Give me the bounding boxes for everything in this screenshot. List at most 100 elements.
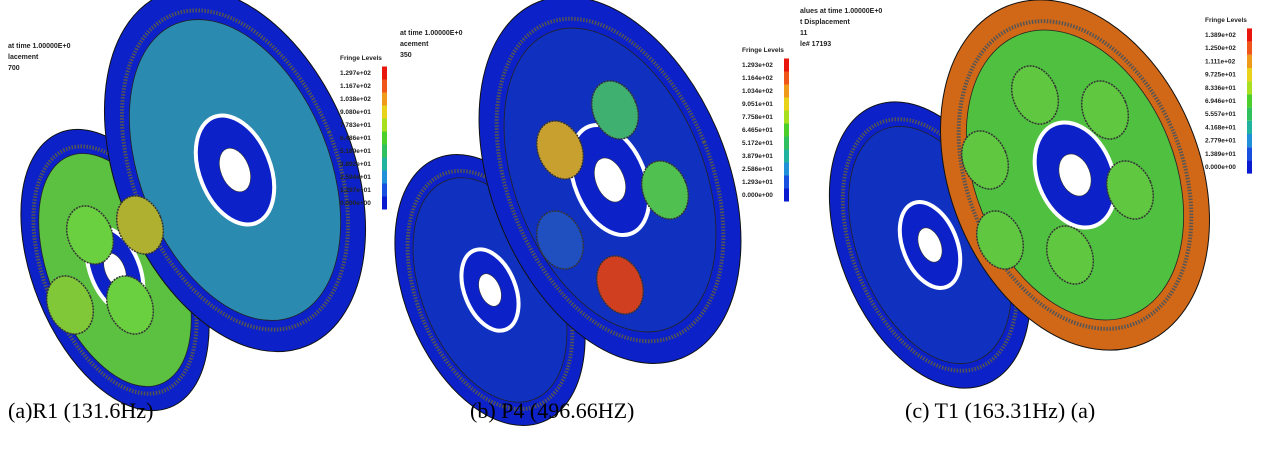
legend-swatch <box>1247 147 1252 161</box>
header-text: le# 17193 <box>800 41 831 48</box>
legend-value: 5.172e+01 <box>742 140 773 147</box>
legend-swatch <box>382 66 387 80</box>
planet-gear <box>975 210 1025 270</box>
legend-swatch <box>784 136 789 150</box>
planet-gear <box>535 120 585 180</box>
legend-value: 1.389e+02 <box>1205 32 1236 39</box>
planet-gear <box>960 130 1010 190</box>
legend-swatch <box>382 157 387 171</box>
legend-swatch <box>1247 94 1252 108</box>
header-text: 700 <box>8 65 20 72</box>
legend-swatch <box>784 123 789 137</box>
legend-value: 1.297e+01 <box>340 187 371 194</box>
hub <box>593 157 627 203</box>
legend-swatch <box>1247 41 1252 55</box>
planet-gear <box>1080 80 1130 140</box>
legend-title: Fringe Levels <box>1205 17 1247 24</box>
gear-teeth <box>956 19 1194 331</box>
planet-gear <box>1010 65 1060 125</box>
legend-swatch <box>1247 120 1252 134</box>
legend-title: Fringe Levels <box>742 47 784 54</box>
legend-value: 0.000e+00 <box>742 192 773 199</box>
header-text: lacement <box>8 54 39 61</box>
legend-swatch <box>1247 81 1252 95</box>
legend-value: 9.725e+01 <box>1205 72 1236 79</box>
header-text: 350 <box>400 52 412 59</box>
legend-value: 5.557e+01 <box>1205 111 1236 118</box>
planet-gear <box>115 195 165 255</box>
legend-value: 0.000e+00 <box>340 200 371 207</box>
header-text: 11 <box>800 30 808 37</box>
legend-swatch <box>382 183 387 197</box>
legend-title: Fringe Levels <box>340 55 382 62</box>
legend-swatch <box>382 170 387 184</box>
legend-value: 3.892e+01 <box>340 161 371 168</box>
legend-swatch <box>784 71 789 85</box>
caption: (c) T1 (163.31Hz) (a) <box>905 398 1095 423</box>
planet-gear <box>45 275 95 335</box>
legend-value: 1.164e+02 <box>742 75 773 82</box>
legend-value: 7.783e+01 <box>340 122 371 129</box>
planet-gear <box>1045 225 1095 285</box>
simulation-image <box>394 0 742 426</box>
legend-value: 9.051e+01 <box>742 101 773 108</box>
planet-gear <box>590 80 640 140</box>
legend-swatch <box>382 105 387 119</box>
legend-swatch <box>382 79 387 93</box>
legend-swatch <box>382 118 387 132</box>
caption: (a)R1 (131.6Hz) <box>8 398 153 423</box>
legend-swatch <box>784 188 789 202</box>
legend-swatch <box>382 92 387 106</box>
legend-swatch <box>382 131 387 145</box>
header-text: at time 1.00000E+0 <box>8 43 71 50</box>
hub <box>219 147 251 193</box>
legend-value: 5.189e+01 <box>340 148 371 155</box>
simulation-image <box>20 0 367 412</box>
legend-value: 2.594e+01 <box>340 174 371 181</box>
gear-teeth <box>119 8 351 332</box>
legend-value: 1.293e+02 <box>742 62 773 69</box>
planet-gear <box>535 210 585 270</box>
simulation-image <box>828 0 1210 389</box>
legend-swatch <box>784 84 789 98</box>
legend-swatch <box>1247 68 1252 82</box>
planet-gear <box>640 160 690 220</box>
legend-swatch <box>784 175 789 189</box>
legend-swatch <box>1247 160 1252 174</box>
hub <box>478 273 502 307</box>
hub <box>1058 153 1092 197</box>
legend-value: 1.111e+02 <box>1205 58 1236 65</box>
legend-value: 4.168e+01 <box>1205 124 1236 131</box>
planet-gear <box>65 205 115 265</box>
legend-swatch <box>382 144 387 158</box>
legend-value: 2.779e+01 <box>1205 138 1236 145</box>
legend-swatch <box>1247 134 1252 148</box>
legend-swatch <box>784 110 789 124</box>
legend-value: 6.465e+01 <box>742 127 773 134</box>
legend-swatch <box>784 162 789 176</box>
legend-value: 6.946e+01 <box>1205 98 1236 105</box>
header-text: alues at time 1.00000E+0 <box>800 8 882 15</box>
legend-value: 1.297e+02 <box>340 70 371 77</box>
legend-swatch <box>784 97 789 111</box>
legend-value: 1.250e+02 <box>1205 45 1236 52</box>
legend-value: 3.879e+01 <box>742 153 773 160</box>
legend-value: 1.167e+02 <box>340 83 371 90</box>
legend-swatch <box>382 196 387 210</box>
legend-swatch <box>784 149 789 163</box>
caption: (b) P4 (496.66HZ) <box>470 398 634 423</box>
legend-value: 0.000e+00 <box>1205 164 1236 171</box>
legend-swatch <box>1247 54 1252 68</box>
legend-value: 1.293e+01 <box>742 179 773 186</box>
planet-gear <box>105 275 155 335</box>
legend-swatch <box>1247 28 1252 42</box>
legend-value: 1.389e+01 <box>1205 151 1236 158</box>
legend-value: 1.038e+02 <box>340 96 371 103</box>
header-text: acement <box>400 41 429 48</box>
legend-swatch <box>1247 107 1252 121</box>
hub <box>917 227 943 263</box>
legend-value: 1.034e+02 <box>742 88 773 95</box>
legend-value: 8.336e+01 <box>1205 85 1236 92</box>
